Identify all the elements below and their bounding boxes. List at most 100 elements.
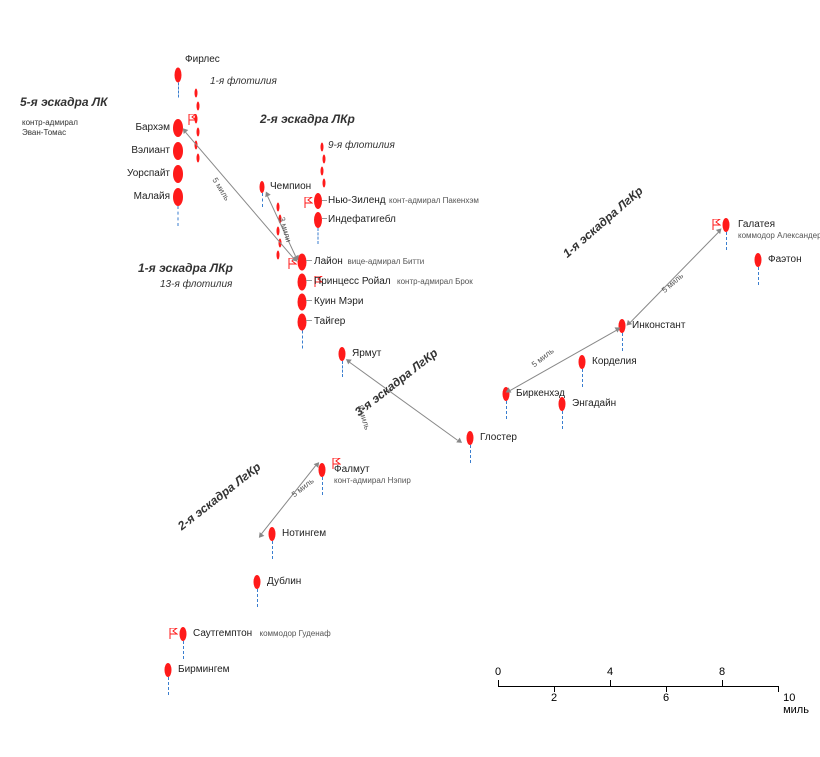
label-leader: [306, 300, 312, 301]
distance-label: 5 миль: [660, 271, 685, 295]
ship-label: Уорспайт: [127, 168, 170, 180]
ship-symbol: [298, 314, 307, 331]
distance-arrow: [185, 132, 294, 259]
ship-symbol: [197, 102, 200, 111]
label-leader: [322, 200, 327, 201]
flag-newzealand: [304, 197, 313, 208]
ship-symbol: [298, 294, 307, 311]
wake-line: [168, 677, 169, 695]
group-label: 1-я эскадра ЛгКр: [560, 184, 646, 261]
distance-label: 5 миль: [210, 176, 231, 202]
ship-label: Вэлиант: [131, 145, 170, 157]
ship-label: Биркенхэд: [516, 388, 565, 400]
ship-firles: [175, 68, 182, 83]
ship-symbol: [195, 89, 198, 98]
ship-symbol: [314, 193, 322, 209]
scale-tick-label: 8: [719, 666, 725, 678]
label-leader: [322, 218, 327, 219]
ship-symbol: [197, 154, 200, 163]
scale-tick-label: 4: [607, 666, 613, 678]
wake-line: [272, 541, 273, 559]
ship-flot9_a: [321, 143, 324, 152]
group-label: контр-адмирал: [22, 118, 78, 127]
ship-label: Инконстант: [632, 320, 685, 332]
arrowhead: [456, 438, 464, 446]
ship-flot1_b: [197, 102, 200, 111]
label-leader: [306, 320, 312, 321]
ship-symbol: [323, 179, 326, 188]
ship-label: Нью-Зиленд: [328, 195, 386, 207]
wake-line: [342, 361, 343, 377]
ship-label: Нотингем: [282, 528, 326, 540]
scale-tick: [610, 680, 611, 686]
wake-line: [582, 369, 583, 387]
ship-symbol: [175, 68, 182, 83]
flag-barham: [188, 114, 197, 125]
wake-line: [622, 333, 623, 351]
ship-label: Фирлес: [185, 54, 220, 66]
ship-symbol: [277, 203, 280, 212]
ship-label: Глостер: [480, 432, 517, 444]
ship-warspite: [173, 165, 183, 183]
wake-line: [178, 83, 179, 98]
ship-cordelia: [579, 355, 586, 369]
ship-birmingham: [165, 663, 172, 677]
ship-malaya: [173, 188, 183, 206]
ship-princess: [298, 274, 307, 291]
scale-tick-label: 2: [551, 692, 557, 704]
ship-label: Малайя: [134, 191, 170, 203]
ship-label: Куин Мэри: [314, 296, 363, 308]
wake-line: [322, 477, 323, 495]
ship-symbol: [321, 167, 324, 176]
ship-flot13_a: [277, 203, 280, 212]
ship-flot9_b: [323, 155, 326, 164]
ship-symbol: [467, 431, 474, 445]
ship-flot1_d: [197, 128, 200, 137]
ship-dublin: [254, 575, 261, 589]
ship-sublabel: коммодор Александер-Синклер: [738, 231, 820, 241]
ship-indefatig: [314, 212, 322, 228]
ship-tiger: [298, 314, 307, 331]
scale-tick-label: 0: [495, 666, 501, 678]
ship-sublabel: конт-адмирал Пакенхэм: [389, 196, 479, 206]
ship-symbol: [180, 627, 187, 641]
ship-label: Дублин: [267, 576, 301, 588]
ship-southampton: [180, 627, 187, 641]
ship-newzealand: [314, 193, 322, 209]
scale-bar: 0246810 миль: [498, 672, 778, 702]
ship-label: Чемпион: [270, 181, 311, 193]
ship-symbol: [314, 212, 322, 228]
ship-symbol: [298, 274, 307, 291]
ship-sublabel: коммодор Гуденаф: [260, 629, 331, 639]
ship-flot1_a: [195, 89, 198, 98]
ship-label: Бархэм: [135, 122, 170, 134]
scale-tick-label: 10 миль: [783, 692, 809, 716]
ship-flot9_d: [323, 179, 326, 188]
ship-flot13_e: [277, 251, 280, 260]
ship-symbol: [173, 142, 183, 160]
wake-line: [758, 267, 759, 285]
label-leader: [306, 280, 312, 281]
group-label: 5-я эскадра ЛК: [20, 95, 108, 109]
ship-symbol: [579, 355, 586, 369]
scale-tick-label: 6: [663, 692, 669, 704]
wake-line: [183, 641, 184, 659]
ship-label: Фалмут: [334, 464, 370, 476]
ship-label: Индефатигебл: [328, 214, 396, 226]
ship-sublabel: вице-адмирал Битти: [348, 257, 425, 267]
wake-line: [562, 411, 563, 429]
ship-symbol: [321, 143, 324, 152]
group-label: 1-я эскадра ЛКр: [138, 261, 233, 275]
ship-symbol: [197, 128, 200, 137]
ship-symbol: [173, 165, 183, 183]
group-label: 1-я флотилия: [210, 76, 277, 87]
wake-line: [318, 228, 319, 244]
scale-tick: [498, 680, 499, 686]
distance-arrow: [261, 465, 316, 534]
ship-gloucester: [467, 431, 474, 445]
ship-symbol: [323, 155, 326, 164]
ship-label: Корделия: [592, 356, 637, 368]
wake-line: [726, 232, 727, 250]
ship-symbol: [277, 251, 280, 260]
ship-label: Тайгер: [314, 316, 345, 328]
